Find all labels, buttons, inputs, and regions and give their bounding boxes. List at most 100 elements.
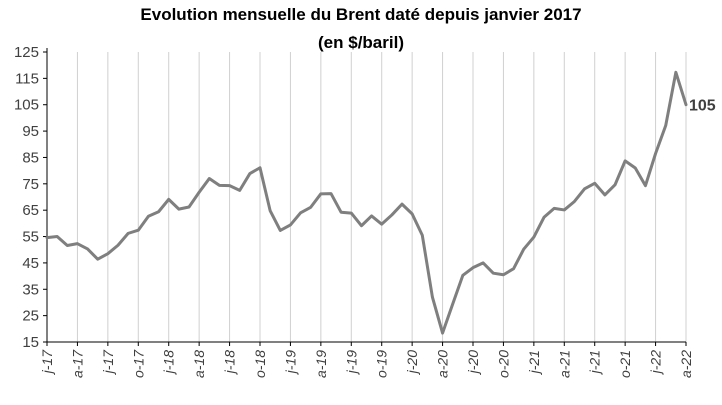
x-tick-label: j-20: [465, 350, 481, 376]
data-point: [532, 236, 535, 239]
chart-subtitle: (en $/baril): [318, 33, 404, 52]
data-point: [472, 266, 475, 269]
chart-title: Evolution mensuelle du Brent daté depuis…: [140, 5, 582, 24]
x-tick-label: o-21: [617, 350, 633, 378]
x-tick-label: a-22: [678, 350, 694, 378]
data-point: [106, 252, 109, 255]
y-tick-labels: 15 25 35 45 55 65 75 85 95 105 115 125: [14, 44, 39, 351]
y-tick-label: 35: [22, 281, 39, 298]
data-point: [370, 214, 373, 217]
data-point: [96, 258, 99, 261]
x-tick-label: j-18: [222, 350, 238, 376]
data-point: [117, 244, 120, 247]
data-point: [593, 182, 596, 185]
x-tick-label: a-18: [191, 350, 207, 378]
x-tick-label: o-19: [374, 350, 390, 378]
data-point: [482, 261, 485, 264]
data-point: [66, 244, 69, 247]
data-point: [218, 184, 221, 187]
x-tick-label: j-20: [404, 350, 420, 376]
data-point: [299, 211, 302, 214]
y-tick-label: 105: [14, 97, 39, 114]
y-tick-label: 125: [14, 44, 39, 61]
data-point: [390, 213, 393, 216]
data-point: [573, 200, 576, 203]
y-tick-label: 55: [22, 229, 39, 246]
x-tick-label: j-19: [282, 350, 298, 376]
x-tick-label: j-21: [587, 350, 603, 375]
data-point: [350, 212, 353, 215]
x-tick-label: o-20: [495, 350, 511, 378]
data-point: [421, 234, 424, 237]
data-point: [360, 224, 363, 227]
data-point: [512, 267, 515, 270]
data-point: [309, 206, 312, 209]
data-point: [644, 184, 647, 187]
y-tick-label: 85: [22, 149, 39, 166]
y-tick-label: 75: [22, 176, 39, 193]
data-point: [461, 274, 464, 277]
data-point: [624, 159, 627, 162]
x-tick-label: j-22: [648, 350, 664, 376]
data-point: [401, 203, 404, 206]
x-tick-label: a-19: [313, 350, 329, 378]
data-point: [603, 193, 606, 196]
data-point: [685, 103, 688, 106]
data-point: [522, 248, 525, 251]
data-point: [654, 152, 657, 155]
y-tick-label: 115: [15, 70, 39, 87]
x-tick-label: a-20: [435, 350, 451, 378]
y-tick-label: 95: [22, 123, 39, 140]
data-point: [634, 167, 637, 170]
data-point: [319, 192, 322, 195]
data-point: [137, 229, 140, 232]
data-point: [674, 71, 677, 74]
data-point: [188, 206, 191, 209]
data-point: [208, 177, 211, 180]
gridlines: [46, 52, 687, 342]
x-tick-label: o-18: [252, 350, 268, 378]
data-point: [147, 215, 150, 218]
y-tick-label: 15: [22, 334, 39, 351]
data-point: [614, 183, 617, 186]
data-point: [289, 223, 292, 226]
data-point: [76, 242, 79, 245]
end-value-label: 105: [689, 98, 716, 115]
x-tick-label: o-17: [130, 349, 146, 378]
x-tick-label: a-17: [69, 349, 85, 378]
data-point: [451, 303, 454, 306]
data-point: [56, 235, 59, 238]
data-labels: 105: [689, 98, 716, 115]
data-point: [279, 229, 282, 232]
data-point: [380, 223, 383, 226]
data-point: [492, 272, 495, 275]
x-tick-label: j-21: [526, 350, 542, 375]
y-tick-label: 65: [22, 202, 39, 219]
data-point: [583, 187, 586, 190]
data-point: [228, 184, 231, 187]
data-point: [431, 296, 434, 299]
x-tick-label: j-17: [100, 349, 116, 376]
data-point: [127, 232, 130, 235]
x-tick-label: j-19: [343, 350, 359, 376]
data-point: [543, 216, 546, 219]
data-point: [46, 236, 49, 239]
x-tick-labels: j-17 a-17 j-17 o-17 j-18 a-18 j-18 o-18 j-19 a-19…: [39, 349, 694, 378]
y-tick-label: 25: [22, 308, 39, 325]
y-tick-label: 45: [22, 255, 39, 272]
series-line: [45, 70, 688, 335]
data-point: [269, 209, 272, 212]
data-point: [259, 166, 262, 169]
data-point: [157, 210, 160, 213]
data-point: [167, 198, 170, 201]
data-point: [553, 207, 556, 210]
data-point: [248, 172, 251, 175]
data-point: [177, 208, 180, 211]
data-point: [563, 208, 566, 211]
data-point: [340, 211, 343, 214]
series: [45, 70, 688, 335]
x-tick-label: a-21: [556, 350, 572, 378]
data-point: [664, 124, 667, 127]
